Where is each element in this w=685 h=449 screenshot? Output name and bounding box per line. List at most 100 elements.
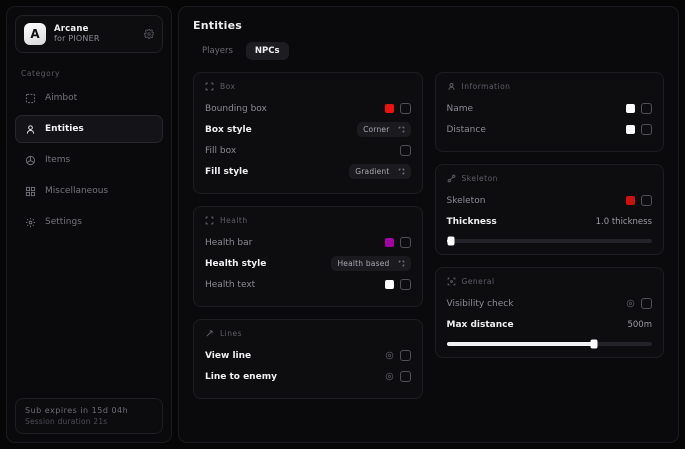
slider-fill: [446, 342, 595, 346]
row-box-style: Box style Corner: [205, 119, 411, 140]
row-skeleton: Skeleton: [446, 190, 652, 211]
row-label: Health text: [205, 279, 256, 290]
brand-text: Arcane for PIONER: [54, 24, 136, 44]
select-value: Health based: [337, 259, 390, 268]
expand-icon: [398, 126, 405, 133]
card-lines: Lines View line: [193, 319, 423, 399]
arrow-up-right-icon: [205, 329, 214, 338]
card-title: Skeleton: [461, 174, 498, 183]
gear-icon[interactable]: [385, 351, 394, 360]
row-label: Line to enemy: [205, 371, 277, 382]
color-swatch[interactable]: [384, 280, 394, 289]
row-view-line: View line: [205, 345, 411, 366]
box-icon: [25, 155, 36, 166]
row-label: Skeleton: [446, 195, 486, 206]
grid-icon: [25, 186, 36, 197]
row-line-to-enemy: Line to enemy: [205, 366, 411, 387]
gear-icon[interactable]: [144, 29, 154, 39]
entities-icon: [447, 82, 456, 91]
frame-icon: [205, 82, 214, 91]
thickness-slider[interactable]: [446, 236, 652, 246]
max-distance-slider[interactable]: [446, 339, 652, 349]
sidebar-nav: Aimbot Entities Items: [15, 84, 163, 236]
color-swatch[interactable]: [384, 146, 394, 155]
checkbox[interactable]: [399, 279, 411, 290]
bone-icon: [447, 174, 456, 183]
card-header: Health: [205, 216, 411, 225]
card-information: Information Name Distance: [434, 72, 664, 152]
frame-icon: [205, 216, 214, 225]
row-label: View line: [205, 350, 252, 361]
row-controls: [385, 350, 411, 361]
checkbox[interactable]: [399, 371, 411, 382]
box-style-select[interactable]: Corner: [357, 122, 411, 137]
row-label: Max distance: [446, 319, 514, 330]
row-thickness: Thickness 1.0 thickness: [447, 211, 653, 232]
checkbox[interactable]: [641, 195, 652, 206]
checkbox[interactable]: [399, 103, 411, 114]
card-title: General: [461, 277, 495, 286]
card-header: Skeleton: [447, 174, 653, 183]
row-label: Fill box: [205, 145, 237, 156]
gear-icon[interactable]: [385, 372, 394, 381]
sidebar-item-miscellaneous[interactable]: Miscellaneous: [15, 177, 163, 205]
card-header: Information: [447, 82, 653, 91]
card-header: General: [447, 277, 653, 286]
sidebar-item-label: Settings: [45, 217, 82, 227]
row-label: Fill style: [205, 166, 249, 177]
row-health-style: Health style Health based: [205, 253, 411, 274]
color-swatch[interactable]: [626, 125, 635, 134]
row-controls: [384, 103, 411, 114]
sidebar-item-entities[interactable]: Entities: [15, 115, 163, 143]
health-style-select[interactable]: Health based: [331, 256, 411, 271]
checkbox[interactable]: [399, 237, 411, 248]
brand-header[interactable]: A Arcane for PIONER: [15, 15, 163, 53]
tab-players[interactable]: Players: [202, 46, 233, 56]
card-title: Information: [461, 82, 511, 91]
color-swatch[interactable]: [626, 196, 635, 205]
gear-icon[interactable]: [626, 299, 635, 308]
card-skeleton: Skeleton Skeleton Thickness 1.0 thicknes…: [434, 164, 664, 255]
row-visibility-check: Visibility check: [447, 293, 652, 314]
fill-style-select[interactable]: Gradient: [349, 164, 411, 179]
row-controls: [384, 237, 411, 248]
sidebar-item-items[interactable]: Items: [15, 146, 163, 174]
row-health-text: Health text: [205, 274, 411, 295]
thickness-value: 1.0 thickness: [595, 216, 652, 227]
row-controls: [385, 371, 411, 382]
card-health: Health Health bar Health style Health ba…: [193, 206, 423, 307]
color-swatch[interactable]: [384, 238, 394, 247]
row-health-bar: Health bar: [205, 232, 411, 253]
gear-icon: [25, 217, 36, 228]
sidebar-item-settings[interactable]: Settings: [15, 208, 163, 236]
card-header: Box: [205, 82, 411, 91]
sidebar-item-label: Aimbot: [45, 93, 78, 103]
checkbox[interactable]: [641, 124, 652, 135]
color-swatch[interactable]: [626, 104, 635, 113]
checkbox[interactable]: [399, 350, 411, 361]
sidebar-item-label: Items: [45, 155, 71, 165]
row-distance: Distance: [447, 119, 652, 140]
row-controls: [626, 298, 652, 309]
row-max-distance: Max distance 500m: [447, 314, 653, 335]
card-title: Health: [220, 216, 248, 225]
brand-subtitle: for PIONER: [54, 34, 100, 44]
slider-thumb[interactable]: [590, 339, 598, 349]
category-label: Category: [21, 69, 61, 78]
entities-icon: [25, 124, 36, 135]
slider-thumb[interactable]: [447, 236, 455, 246]
session-duration-text: Session duration 21s: [25, 417, 108, 426]
card-general: General Visibility check: [434, 267, 664, 358]
checkbox[interactable]: [641, 298, 652, 309]
sub-expiry-text: Sub expires in 15d 04h: [25, 406, 129, 415]
tab-npcs[interactable]: NPCs: [245, 42, 289, 60]
max-distance-value: 500m: [627, 319, 652, 330]
sidebar-item-aimbot[interactable]: Aimbot: [15, 84, 163, 112]
row-name: Name: [447, 98, 652, 119]
checkbox[interactable]: [399, 145, 411, 156]
checkbox[interactable]: [641, 103, 652, 114]
color-swatch[interactable]: [384, 104, 394, 113]
crosshair-icon: [25, 93, 36, 104]
row-label: Box style: [205, 124, 252, 135]
